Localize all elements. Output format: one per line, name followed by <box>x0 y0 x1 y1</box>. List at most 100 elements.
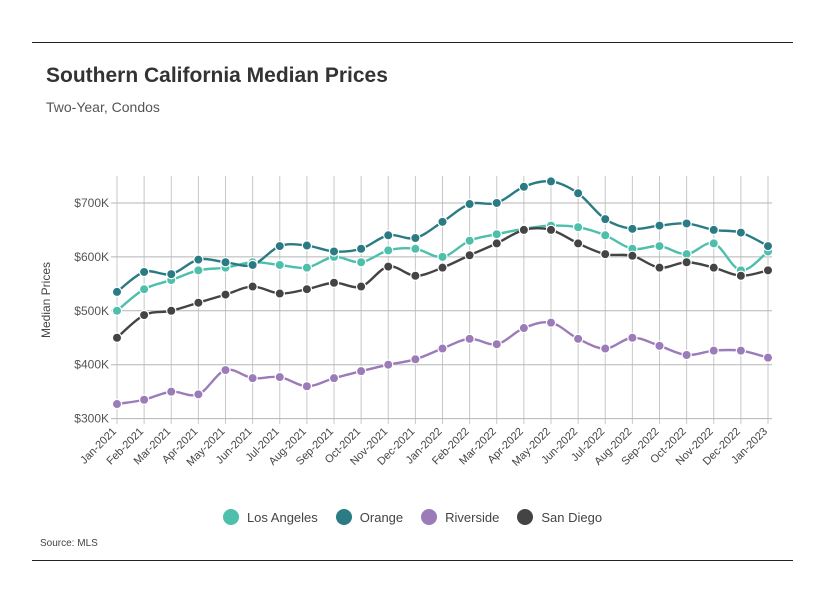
data-point-san-diego <box>301 284 313 295</box>
y-axis-label: Median Prices <box>39 262 53 338</box>
data-point-los-angeles <box>193 265 204 276</box>
data-point-riverside <box>572 333 584 345</box>
data-point-san-diego <box>708 262 719 273</box>
data-point-los-angeles <box>464 235 475 246</box>
data-point-los-angeles <box>708 238 719 249</box>
data-point-san-diego <box>193 297 204 308</box>
data-point-riverside <box>193 389 204 400</box>
bottom-rule <box>32 560 793 561</box>
data-point-orange <box>274 240 285 252</box>
data-point-riverside <box>410 354 421 365</box>
data-point-orange <box>220 257 231 268</box>
data-point-san-diego <box>383 261 394 272</box>
data-point-san-diego <box>654 262 665 273</box>
data-point-orange <box>138 266 150 278</box>
data-point-riverside <box>383 359 394 370</box>
data-point-los-angeles <box>600 230 611 241</box>
data-point-orange <box>627 223 638 235</box>
data-point-san-diego <box>220 289 231 300</box>
data-point-riverside <box>654 340 665 352</box>
data-point-san-diego <box>491 238 502 249</box>
legend-swatch <box>421 509 438 525</box>
legend-label: San Diego <box>541 509 603 525</box>
data-point-orange <box>545 176 557 187</box>
legend-label: Riverside <box>445 509 500 525</box>
data-point-los-angeles <box>301 262 313 273</box>
data-point-san-diego <box>600 248 611 260</box>
data-point-orange <box>193 254 204 265</box>
data-point-riverside <box>518 322 530 334</box>
data-point-orange <box>383 230 394 241</box>
data-point-san-diego <box>627 250 638 261</box>
legend-swatch <box>335 509 352 525</box>
data-point-los-angeles <box>654 240 665 252</box>
data-point-orange <box>355 243 367 254</box>
legend-item-riverside: Riverside <box>421 509 499 525</box>
data-point-orange <box>600 213 611 225</box>
data-point-riverside <box>681 349 692 361</box>
legend-item-san-diego: San Diego <box>517 509 602 525</box>
data-point-orange <box>491 197 502 209</box>
data-point-riverside <box>301 381 313 392</box>
data-point-orange <box>681 218 692 229</box>
data-point-riverside <box>328 372 340 384</box>
data-point-orange <box>410 232 421 244</box>
data-point-san-diego <box>410 270 421 281</box>
data-point-riverside <box>166 386 177 397</box>
data-point-orange <box>301 240 313 251</box>
data-point-riverside <box>247 372 258 384</box>
data-point-orange <box>572 188 584 199</box>
data-point-los-angeles <box>437 251 448 263</box>
data-point-riverside <box>464 333 475 345</box>
legend-label: Orange <box>359 509 404 525</box>
data-point-riverside <box>627 332 638 343</box>
y-tick-label: $600K <box>74 250 109 264</box>
data-point-riverside <box>437 343 448 354</box>
legend-item-los-angeles: Los Angeles <box>222 509 318 525</box>
data-point-san-diego <box>355 281 367 292</box>
data-point-riverside <box>220 364 231 376</box>
data-point-san-diego <box>437 262 448 273</box>
data-point-riverside <box>600 343 611 354</box>
data-point-san-diego <box>518 224 530 236</box>
data-point-riverside <box>355 365 367 377</box>
y-tick-label: $300K <box>74 412 109 426</box>
y-tick-label: $400K <box>74 358 109 372</box>
legend-swatch <box>517 509 534 525</box>
data-point-san-diego <box>274 288 285 299</box>
data-point-los-angeles <box>355 257 367 268</box>
chart-title: Southern California Median Prices <box>46 64 388 87</box>
data-point-orange <box>464 198 475 210</box>
data-point-orange <box>437 216 448 228</box>
data-point-san-diego <box>735 270 747 281</box>
data-point-riverside <box>138 394 150 405</box>
data-point-riverside <box>111 398 123 410</box>
data-point-san-diego <box>138 309 150 321</box>
y-tick-label: $500K <box>74 304 109 318</box>
data-point-san-diego <box>545 224 557 236</box>
data-point-san-diego <box>681 257 692 268</box>
y-tick-label: $700K <box>74 196 109 210</box>
chart-legend: Los Angeles Orange Riverside San Diego <box>0 509 825 525</box>
data-point-los-angeles <box>572 222 584 233</box>
data-point-orange <box>328 246 340 257</box>
source-note: Source: MLS <box>40 538 98 549</box>
data-point-riverside <box>762 352 774 363</box>
chart-subtitle: Two-Year, Condos <box>46 99 160 115</box>
data-point-los-angeles <box>410 243 421 254</box>
data-point-san-diego <box>166 305 177 316</box>
data-point-riverside <box>545 317 557 328</box>
top-rule <box>32 42 793 43</box>
data-point-san-diego <box>762 265 774 276</box>
data-point-san-diego <box>572 238 584 249</box>
data-point-orange <box>654 220 665 231</box>
data-point-orange <box>247 259 258 271</box>
data-point-orange <box>111 286 123 298</box>
data-point-orange <box>166 268 177 280</box>
data-point-los-angeles <box>491 229 502 240</box>
data-point-riverside <box>491 339 502 350</box>
legend-item-orange: Orange <box>335 509 404 525</box>
legend-swatch <box>222 509 239 525</box>
data-point-riverside <box>708 345 719 356</box>
